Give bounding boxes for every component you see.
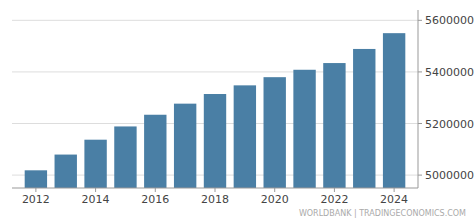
bar — [114, 126, 136, 188]
bar — [204, 94, 226, 188]
bar — [383, 33, 405, 188]
watermark: WORLDBANK | TRADINGECONOMICS.COM — [299, 209, 466, 218]
x-tick-label: 2024 — [380, 193, 408, 206]
x-tick — [35, 188, 36, 192]
bar — [25, 170, 47, 188]
x-tick-label: 2022 — [320, 193, 348, 206]
x-tick — [215, 188, 216, 192]
x-tick-label: 2020 — [261, 193, 289, 206]
y-tick — [418, 71, 422, 72]
y-tick-label: 5400000 — [425, 66, 474, 79]
bar — [353, 49, 375, 188]
chart-container: 5000000 5200000 5400000 5600000 2012 2014 2016… — [0, 0, 474, 220]
bar — [144, 115, 166, 188]
bar — [264, 77, 286, 188]
y-tick-label: 5600000 — [425, 14, 474, 27]
y-axis: 5000000 5200000 5400000 5600000 — [418, 14, 474, 182]
chart: 5000000 5200000 5400000 5600000 2012 2014 2016… — [0, 0, 474, 220]
y-tick — [418, 20, 422, 21]
x-tick — [155, 188, 156, 192]
bar — [55, 155, 77, 188]
grid-line — [12, 20, 418, 21]
bar — [293, 70, 315, 188]
x-tick-label: 2018 — [201, 193, 229, 206]
x-tick — [274, 188, 275, 192]
x-tick — [334, 188, 335, 192]
bar — [323, 63, 345, 188]
x-tick — [95, 188, 96, 192]
x-tick-label: 2012 — [22, 193, 50, 206]
bar — [174, 104, 196, 188]
x-tick — [394, 188, 395, 192]
bar — [234, 85, 256, 188]
x-axis: 2012 2014 2016 2018 2020 2022 2024 — [22, 188, 408, 206]
bars — [25, 33, 406, 188]
y-tick-label: 5200000 — [425, 118, 474, 131]
y-tick — [418, 123, 422, 124]
y-tick-label: 5000000 — [425, 169, 474, 182]
bar — [84, 140, 106, 188]
x-tick-label: 2016 — [141, 193, 169, 206]
y-axis-line — [418, 10, 419, 188]
x-tick-label: 2014 — [82, 193, 110, 206]
y-tick — [418, 175, 422, 176]
